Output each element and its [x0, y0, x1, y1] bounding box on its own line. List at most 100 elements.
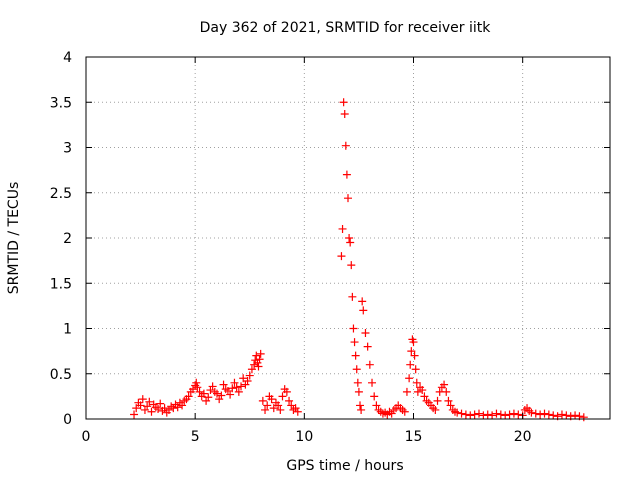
- data-point: [276, 405, 285, 414]
- data-point: [353, 378, 362, 387]
- data-point: [479, 411, 488, 420]
- axes: 0 5 10 15 20 0 0.5 1 1.5 2 2.5 3 3.5 4: [50, 50, 610, 445]
- data-point: [226, 390, 235, 399]
- data-point: [370, 392, 379, 401]
- data-point: [372, 401, 381, 410]
- data-point: [488, 411, 497, 420]
- data-point: [219, 380, 228, 389]
- data-point: [245, 371, 254, 380]
- data-point: [492, 409, 501, 418]
- data-point: [136, 401, 145, 410]
- data-point: [359, 306, 368, 315]
- data-point: [204, 393, 213, 402]
- data-point: [230, 378, 239, 387]
- data-point: [213, 389, 221, 398]
- data-point: [199, 389, 208, 398]
- data-point: [261, 405, 270, 414]
- data-point: [410, 351, 419, 360]
- data-point: [354, 387, 363, 396]
- data-point: [156, 399, 165, 408]
- data-point: [470, 410, 479, 419]
- data-point: [356, 401, 365, 410]
- data-point: [405, 374, 414, 383]
- data-point: [409, 338, 418, 347]
- data-point: [406, 360, 415, 369]
- data-point: [263, 401, 272, 410]
- y-tick-label: 2.5: [50, 186, 72, 202]
- data-point: [413, 387, 422, 396]
- data-point: [237, 382, 246, 391]
- data-point: [239, 374, 248, 383]
- data-point: [402, 387, 411, 396]
- x-tick-label: 20: [514, 429, 532, 445]
- y-tick-label: 4: [63, 50, 72, 66]
- data-point: [143, 402, 152, 411]
- data-point: [285, 396, 294, 405]
- data-point: [352, 365, 361, 374]
- data-point: [339, 98, 348, 107]
- x-tick-label: 5: [191, 429, 200, 445]
- data-point: [466, 411, 475, 420]
- data-point: [361, 329, 370, 338]
- data-point: [544, 410, 553, 419]
- data-point: [247, 365, 256, 374]
- y-tick-label: 3.5: [50, 95, 72, 111]
- x-tick-label: 10: [295, 429, 313, 445]
- data-point: [446, 401, 455, 410]
- data-point: [173, 403, 182, 412]
- data-point: [505, 410, 514, 419]
- data-point: [407, 347, 416, 356]
- grid: [86, 57, 610, 419]
- data-point: [293, 407, 302, 416]
- data-point: [255, 355, 264, 364]
- x-tick-label: 0: [82, 429, 91, 445]
- data-point: [341, 141, 350, 150]
- data-point: [228, 384, 237, 393]
- data-point: [154, 405, 163, 414]
- data-point: [453, 408, 462, 417]
- data-point: [350, 338, 359, 347]
- data-point: [345, 234, 354, 242]
- data-point: [527, 408, 536, 417]
- y-tick-label: 3: [63, 141, 72, 157]
- data-point: [282, 387, 291, 396]
- data-point: [184, 392, 193, 401]
- data-point: [147, 407, 156, 416]
- data-point: [349, 324, 358, 333]
- data-point: [442, 387, 451, 396]
- data-point: [138, 395, 147, 404]
- data-point: [217, 391, 226, 400]
- data-point: [475, 409, 483, 418]
- data-point: [178, 401, 187, 410]
- x-axis-label: GPS time / hours: [286, 458, 403, 474]
- data-point: [509, 409, 518, 418]
- data-point: [344, 194, 352, 203]
- data-point: [461, 410, 470, 419]
- data-point: [287, 401, 296, 410]
- data-point: [444, 396, 453, 405]
- data-point: [195, 387, 204, 396]
- data-point: [420, 392, 429, 401]
- data-point: [130, 410, 139, 419]
- y-tick-label: 1: [63, 322, 72, 338]
- data-points: [130, 98, 588, 422]
- data-point: [418, 386, 427, 395]
- data-point: [267, 395, 276, 404]
- data-point: [571, 411, 580, 420]
- data-point: [562, 411, 571, 420]
- data-point: [232, 383, 241, 392]
- data-point: [274, 401, 283, 410]
- data-point: [258, 396, 267, 405]
- data-point: [579, 413, 588, 422]
- data-point: [269, 404, 278, 413]
- data-point: [337, 252, 346, 261]
- data-point: [348, 292, 357, 301]
- data-point: [365, 360, 374, 369]
- data-point: [440, 380, 449, 389]
- data-point: [400, 407, 409, 416]
- data-point: [243, 376, 252, 385]
- x-tick-label: 15: [405, 429, 423, 445]
